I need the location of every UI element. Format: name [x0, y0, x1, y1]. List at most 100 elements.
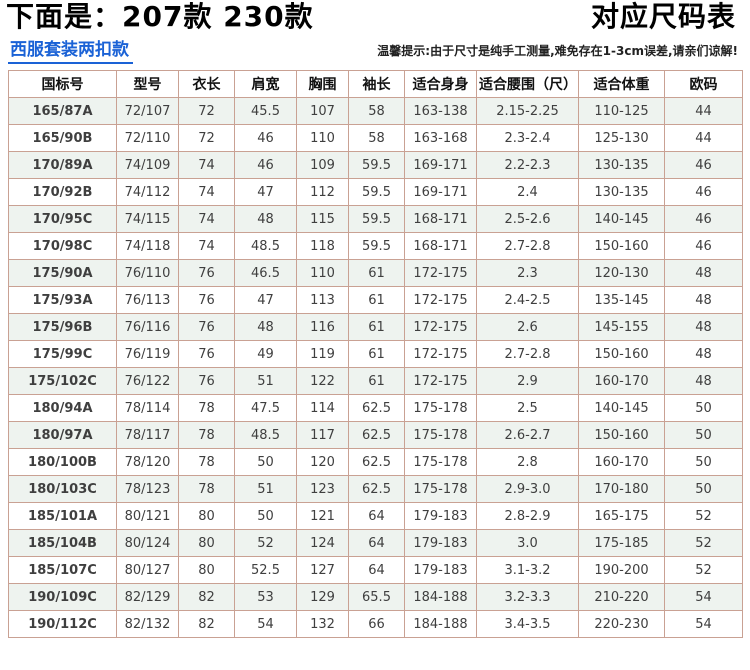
cell: 110 [296, 124, 349, 153]
cell: 121 [296, 502, 349, 531]
cell-gb-code: 180/103C [8, 475, 117, 504]
cell: 118 [296, 232, 349, 261]
cell: 123 [296, 475, 349, 504]
cell: 175-178 [404, 421, 477, 450]
cell: 74/109 [116, 151, 179, 180]
cell: 2.9-3.0 [476, 475, 579, 504]
cell: 48 [234, 313, 297, 342]
cell: 74/115 [116, 205, 179, 234]
cell: 49 [234, 340, 297, 369]
cell: 64 [348, 502, 405, 531]
cell: 78 [178, 421, 235, 450]
cell: 59.5 [348, 178, 405, 207]
cell: 145-155 [578, 313, 665, 342]
cell: 3.4-3.5 [476, 610, 579, 639]
cell: 80 [178, 502, 235, 531]
cell: 82/129 [116, 583, 179, 612]
cell: 172-175 [404, 313, 477, 342]
column-header-1: 型号 [116, 70, 179, 99]
cell: 132 [296, 610, 349, 639]
cell: 2.3-2.4 [476, 124, 579, 153]
table-row: 190/112C 82/132 82 54 132 66 184-188 3.4-3.5 220… [8, 610, 743, 639]
cell-gb-code: 170/89A [8, 151, 117, 180]
cell: 61 [348, 313, 405, 342]
cell: 48.5 [234, 421, 297, 450]
cell: 172-175 [404, 340, 477, 369]
cell: 74/112 [116, 178, 179, 207]
cell: 78 [178, 394, 235, 423]
table-row: 165/90B 72/110 72 46 110 58 163-168 2.3-2.4 125-… [8, 124, 743, 153]
cell: 44 [664, 124, 743, 153]
table-row: 180/100B 78/120 78 50 120 62.5 175-178 2.8 160-1… [8, 448, 743, 477]
cell: 2.7-2.8 [476, 232, 579, 261]
cell: 46 [664, 178, 743, 207]
cell: 47 [234, 178, 297, 207]
cell: 130-135 [578, 178, 665, 207]
cell: 190-200 [578, 556, 665, 585]
cell: 46 [664, 151, 743, 180]
cell-gb-code: 175/96B [8, 313, 117, 342]
cell: 210-220 [578, 583, 665, 612]
cell: 119 [296, 340, 349, 369]
cell: 61 [348, 286, 405, 315]
cell: 50 [664, 394, 743, 423]
cell: 172-175 [404, 286, 477, 315]
cell: 74 [178, 151, 235, 180]
table-row: 185/104B 80/124 80 52 124 64 179-183 3.0 175-185… [8, 529, 743, 558]
cell: 169-171 [404, 178, 477, 207]
cell: 74 [178, 232, 235, 261]
cell: 48 [664, 313, 743, 342]
cell: 135-145 [578, 286, 665, 315]
cell: 52 [664, 529, 743, 558]
cell: 66 [348, 610, 405, 639]
cell-gb-code: 165/87A [8, 97, 117, 126]
cell: 72/110 [116, 124, 179, 153]
cell: 82/132 [116, 610, 179, 639]
cell: 2.3 [476, 259, 579, 288]
cell: 110-125 [578, 97, 665, 126]
table-body: 165/87A 72/107 72 45.5 107 58 163-138 2.15-2.25… [8, 97, 743, 639]
cell: 78/114 [116, 394, 179, 423]
cell: 2.6-2.7 [476, 421, 579, 450]
cell-gb-code: 180/94A [8, 394, 117, 423]
cell: 168-171 [404, 232, 477, 261]
cell: 64 [348, 529, 405, 558]
cell: 74/118 [116, 232, 179, 261]
cell: 47 [234, 286, 297, 315]
cell: 80/124 [116, 529, 179, 558]
column-header-4: 胸围 [296, 70, 349, 99]
size-chart-page: 下面是：207款 230款 对应尺码表 西服套装两扣款 温馨提示:由于尺寸是纯手… [0, 0, 750, 639]
cell: 50 [664, 448, 743, 477]
cell: 107 [296, 97, 349, 126]
table-row: 190/109C 82/129 82 53 129 65.5 184-188 3.2-3.3 2… [8, 583, 743, 612]
cell: 2.6 [476, 313, 579, 342]
cell: 2.7-2.8 [476, 340, 579, 369]
column-header-7: 适合腰围（尺） [476, 70, 579, 99]
cell: 61 [348, 340, 405, 369]
cell: 78 [178, 475, 235, 504]
title-right: 对应尺码表 [590, 0, 736, 33]
cell-gb-code: 190/112C [8, 610, 117, 639]
cell: 59.5 [348, 232, 405, 261]
cell: 78 [178, 448, 235, 477]
cell: 2.5-2.6 [476, 205, 579, 234]
page-title: 下面是：207款 230款 对应尺码表 [0, 0, 750, 33]
column-header-6: 适合身身 [404, 70, 477, 99]
cell: 65.5 [348, 583, 405, 612]
cell: 82 [178, 583, 235, 612]
table-row: 170/98C 74/118 74 48.5 118 59.5 168-171 2.7-2.8… [8, 232, 743, 261]
size-table: 国标号 型号 衣长 肩宽 胸围 袖长 适合身身 适合腰围（尺） 适合体重 欧码 165/87A 72… [8, 70, 743, 639]
cell: 2.9 [476, 367, 579, 396]
cell-gb-code: 185/104B [8, 529, 117, 558]
cell: 168-171 [404, 205, 477, 234]
cell: 127 [296, 556, 349, 585]
title-left: 下面是：207款 230款 [6, 0, 314, 33]
table-header-row: 国标号 型号 衣长 肩宽 胸围 袖长 适合身身 适合腰围（尺） 适合体重 欧码 [8, 70, 743, 99]
cell: 52 [234, 529, 297, 558]
cell: 114 [296, 394, 349, 423]
cell: 179-183 [404, 529, 477, 558]
cell: 2.5 [476, 394, 579, 423]
cell-gb-code: 185/101A [8, 502, 117, 531]
cell: 50 [664, 421, 743, 450]
cell-gb-code: 170/95C [8, 205, 117, 234]
